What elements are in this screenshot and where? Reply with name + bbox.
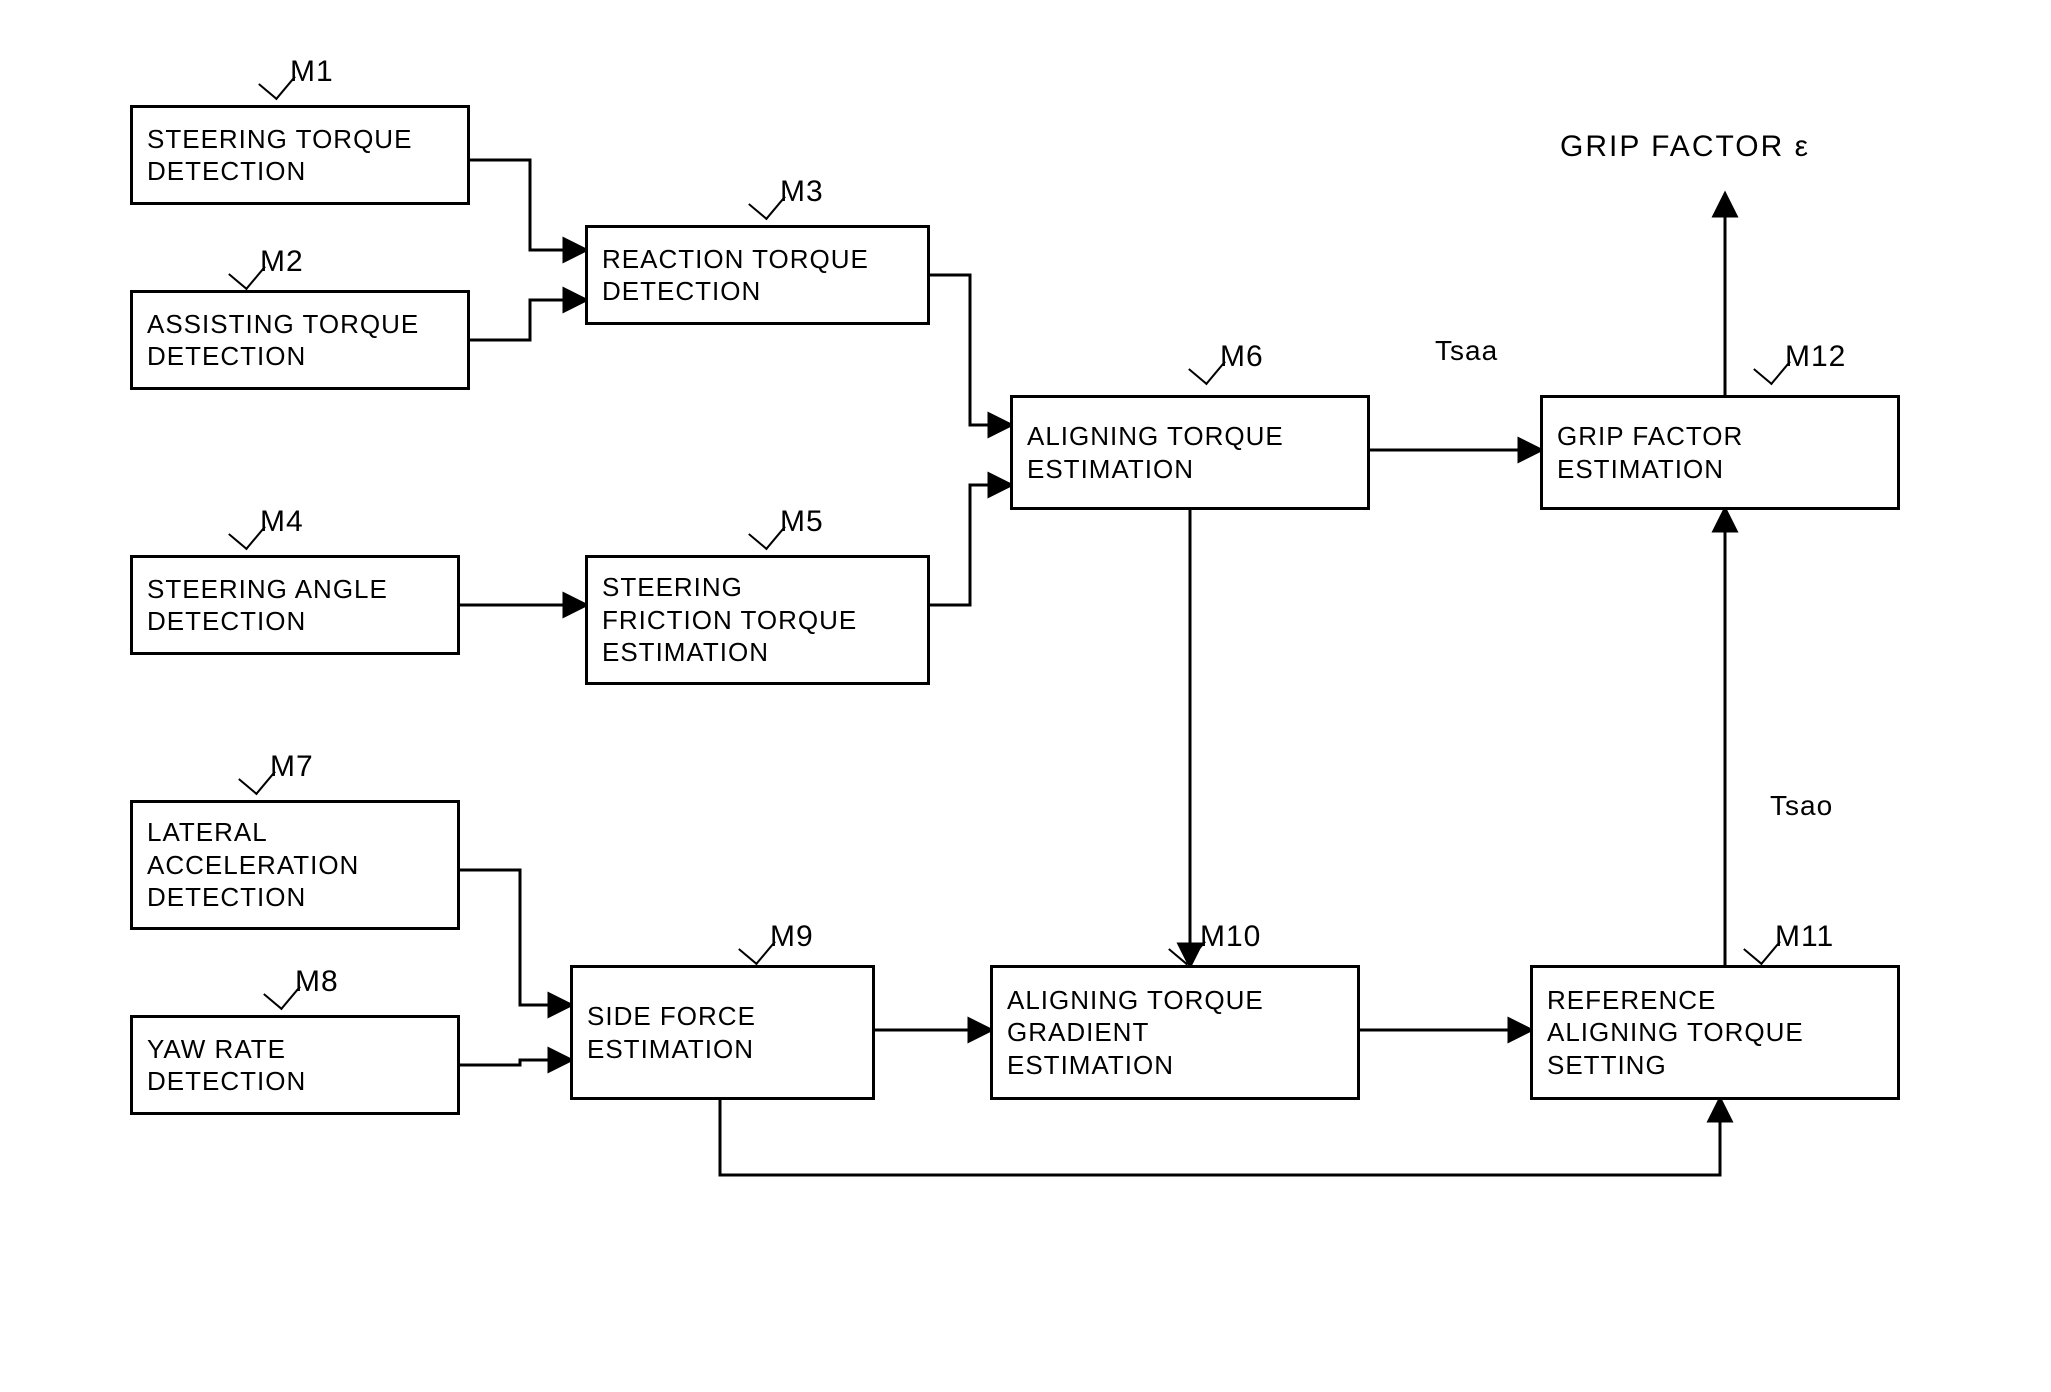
node-text: REACTION TORQUEDETECTION (602, 243, 869, 308)
node-text: LATERALACCELERATIONDETECTION (147, 816, 359, 914)
node-label-m5: M5 (780, 505, 824, 539)
node-reference-aligning-torque: REFERENCEALIGNING TORQUESETTING (1530, 965, 1900, 1100)
edge-M9-M11 (720, 1100, 1720, 1175)
edge-M5-M6 (930, 485, 1010, 605)
edges-layer (0, 0, 2051, 1392)
node-steering-angle-detection: STEERING ANGLEDETECTION (130, 555, 460, 655)
edge-M8-M9 (460, 1060, 570, 1065)
node-grip-factor-estimation: GRIP FACTORESTIMATION (1540, 395, 1900, 510)
node-label-m8: M8 (295, 965, 339, 999)
node-text: STEERINGFRICTION TORQUEESTIMATION (602, 571, 857, 669)
edge-M7-M9 (460, 870, 570, 1005)
node-assisting-torque-detection: ASSISTING TORQUEDETECTION (130, 290, 470, 390)
node-aligning-torque-estimation: ALIGNING TORQUEESTIMATION (1010, 395, 1370, 510)
edge-M1-M3 (470, 160, 585, 250)
node-label-m1: M1 (290, 55, 334, 89)
node-side-force-estimation: SIDE FORCEESTIMATION (570, 965, 875, 1100)
node-label-m3: M3 (780, 175, 824, 209)
node-label-m2: M2 (260, 245, 304, 279)
node-lateral-acceleration: LATERALACCELERATIONDETECTION (130, 800, 460, 930)
edge-M3-M6 (930, 275, 1010, 425)
node-text: STEERING TORQUEDETECTION (147, 123, 412, 188)
node-label-m11: M11 (1775, 920, 1834, 954)
node-label-m9: M9 (770, 920, 814, 954)
diagram-canvas: GRIP FACTOR ε STEERING TORQUEDETECTION A… (0, 0, 2051, 1392)
node-steering-friction-torque: STEERINGFRICTION TORQUEESTIMATION (585, 555, 930, 685)
node-label-m10: M10 (1200, 920, 1261, 954)
output-label: GRIP FACTOR ε (1560, 130, 1810, 164)
node-yaw-rate-detection: YAW RATEDETECTION (130, 1015, 460, 1115)
node-text: ALIGNING TORQUEGRADIENTESTIMATION (1007, 984, 1264, 1082)
node-text: ASSISTING TORQUEDETECTION (147, 308, 419, 373)
node-text: REFERENCEALIGNING TORQUESETTING (1547, 984, 1804, 1082)
edge-M2-M3 (470, 300, 585, 340)
node-label-m6: M6 (1220, 340, 1264, 374)
node-label-m7: M7 (270, 750, 314, 784)
node-text: GRIP FACTORESTIMATION (1557, 420, 1743, 485)
node-reaction-torque-detection: REACTION TORQUEDETECTION (585, 225, 930, 325)
node-aligning-torque-gradient: ALIGNING TORQUEGRADIENTESTIMATION (990, 965, 1360, 1100)
node-label-m4: M4 (260, 505, 304, 539)
edge-label-tsao: Tsao (1770, 790, 1833, 822)
node-text: STEERING ANGLEDETECTION (147, 573, 388, 638)
node-text: YAW RATEDETECTION (147, 1033, 306, 1098)
node-text: SIDE FORCEESTIMATION (587, 1000, 756, 1065)
node-steering-torque-detection: STEERING TORQUEDETECTION (130, 105, 470, 205)
edge-label-tsaa: Tsaa (1435, 335, 1498, 367)
node-label-m12: M12 (1785, 340, 1846, 374)
node-text: ALIGNING TORQUEESTIMATION (1027, 420, 1284, 485)
